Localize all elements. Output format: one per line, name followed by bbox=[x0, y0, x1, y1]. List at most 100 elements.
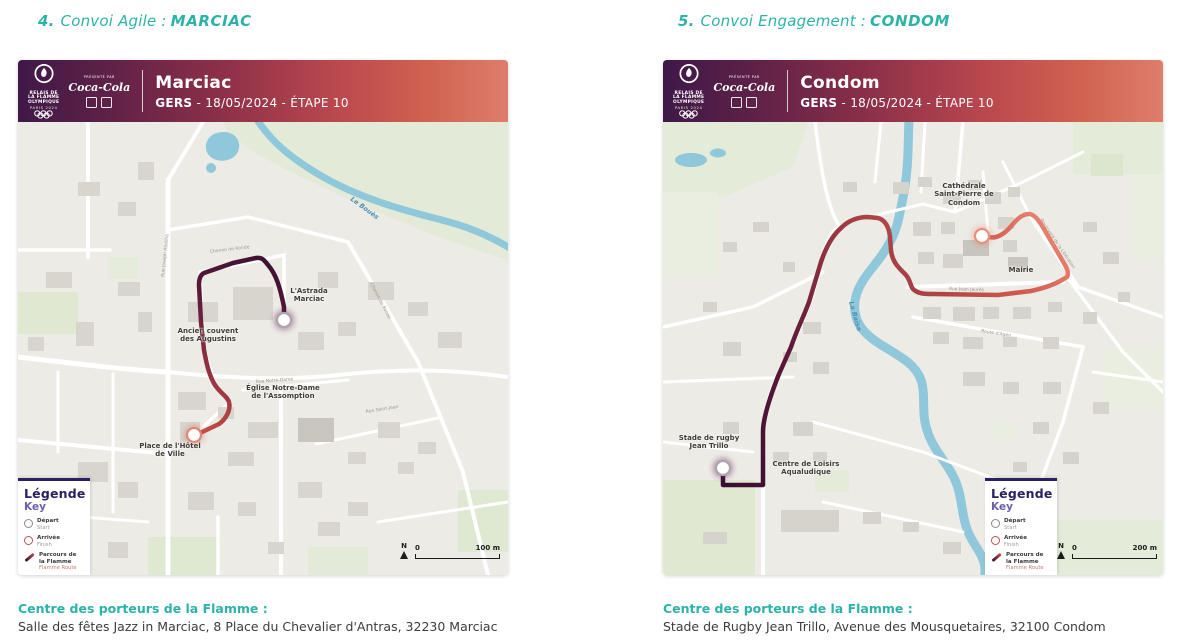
scale-line bbox=[415, 554, 500, 559]
banner-dept: GERS bbox=[155, 95, 193, 110]
legend-sublabel: Flamme Route bbox=[1006, 565, 1044, 572]
scale-bar: N 0 200 m bbox=[1057, 543, 1157, 559]
street-label: Rue Notre-Dame bbox=[256, 376, 294, 385]
north-label: N bbox=[401, 542, 407, 550]
section-city: MARCIAC bbox=[170, 12, 252, 30]
water-layer bbox=[205, 122, 508, 251]
buildings-layer bbox=[28, 162, 462, 566]
poi-label-eglise: Église Notre-Dame de l'Assomption bbox=[246, 384, 320, 401]
condom-map-svg: Rue Jean Jaurès Route d'Agen Boulevard d… bbox=[663, 122, 1163, 575]
relay-logo-block: RELAIS DE LA FLAMME OLYMPIQUE PARIS 2024… bbox=[18, 60, 138, 122]
finish-marker bbox=[185, 426, 203, 444]
legend-item-parcours: Parcours de la Flamme Flamme Route bbox=[24, 552, 84, 572]
north-label: N bbox=[1058, 542, 1064, 550]
presented-by-text: PRÉSENTÉ PAR bbox=[83, 74, 115, 79]
banner-city-title: Condom bbox=[800, 72, 880, 93]
legend-subtitle: Key bbox=[24, 501, 46, 513]
scale-zero: 0 bbox=[1072, 544, 1077, 552]
banner-city-title: Marciac bbox=[155, 72, 232, 93]
finish-marker bbox=[973, 227, 991, 245]
partner-logo-icon bbox=[86, 96, 98, 108]
section-prefix: Convoi Engagement : bbox=[700, 12, 866, 30]
cocacola-script-text: Coca-Cola bbox=[68, 80, 131, 94]
legend-sublabel: Finish bbox=[1004, 541, 1019, 548]
olympic-rings-icon bbox=[678, 110, 698, 120]
presented-by-text: PRÉSENTÉ PAR bbox=[728, 74, 760, 79]
section-city: CONDOM bbox=[870, 12, 951, 30]
partner-logo-icon bbox=[731, 96, 743, 108]
legend-label: Arrivée bbox=[1004, 534, 1027, 541]
scale-bar: N 0 100 m bbox=[400, 543, 500, 559]
torch-emblem-icon bbox=[679, 63, 699, 83]
banner-titles: Marciac GERS - 18/05/2024 - ÉTAPE 10 bbox=[155, 73, 349, 110]
banner-divider bbox=[142, 70, 144, 112]
legend-item-depart: Départ Start bbox=[24, 518, 84, 531]
banner-titles: Condom GERS - 18/05/2024 - ÉTAPE 10 bbox=[800, 73, 994, 110]
footer-title: Centre des porteurs de la Flamme : bbox=[18, 601, 268, 616]
street-label: Route d'Agen bbox=[981, 328, 1012, 339]
torch-emblem-icon bbox=[34, 63, 54, 83]
relais-text: RELAIS DE LA FLAMME OLYMPIQUE bbox=[673, 90, 705, 105]
arrivee-circle-icon bbox=[991, 535, 1000, 545]
flame-route bbox=[720, 211, 1071, 488]
cocacola-script-text: Coca-Cola bbox=[713, 80, 776, 94]
legend-item-parcours: Parcours de la Flamme Flamme Route bbox=[991, 552, 1051, 572]
scale-ruler: 0 200 m bbox=[1072, 545, 1157, 559]
relay-logo-block: RELAIS DE LA FLAMME OLYMPIQUE PARIS 2024… bbox=[663, 60, 783, 122]
water-layer bbox=[675, 122, 990, 575]
footer-condom: Centre des porteurs de la Flamme : Stade… bbox=[663, 600, 1183, 636]
legend-label: Arrivée bbox=[37, 534, 60, 541]
paris-2024-text: PARIS 2024 bbox=[29, 105, 58, 111]
partner-mini-logos bbox=[731, 96, 758, 108]
depart-circle-icon bbox=[24, 519, 33, 528]
start-marker bbox=[275, 311, 293, 329]
legend-label: Parcours de la Flamme bbox=[39, 551, 77, 565]
map-card-marciac: RELAIS DE LA FLAMME OLYMPIQUE PARIS 2024… bbox=[18, 60, 508, 575]
section-heading-marciac: 4. Convoi Agile : MARCIAC bbox=[38, 12, 252, 30]
north-arrow-icon: N bbox=[1057, 543, 1065, 559]
scale-line bbox=[1072, 554, 1157, 559]
condom-map: Rue Jean Jaurès Route d'Agen Boulevard d… bbox=[663, 122, 1163, 575]
section-number: 5. bbox=[678, 12, 695, 30]
section-heading-condom: 5. Convoi Engagement : CONDOM bbox=[678, 12, 950, 30]
relais-text: RELAIS DE LA FLAMME OLYMPIQUE bbox=[28, 90, 60, 105]
banner-dept: GERS bbox=[800, 95, 838, 110]
legend-subtitle: Key bbox=[991, 501, 1013, 513]
legend-item-depart: Départ Start bbox=[991, 518, 1051, 531]
scale-zero: 0 bbox=[415, 544, 420, 552]
partner-logo-icon bbox=[101, 96, 113, 108]
depart-circle-icon bbox=[991, 519, 1000, 528]
street-label: Rue Joseph Abeilhé bbox=[159, 233, 170, 277]
flame-relay-logo: RELAIS DE LA FLAMME OLYMPIQUE PARIS 2024 bbox=[673, 63, 704, 120]
banner-subtitle: GERS - 18/05/2024 - ÉTAPE 10 bbox=[800, 96, 994, 110]
legend-sublabel: Flamme Route bbox=[39, 565, 77, 572]
scale-ruler: 0 100 m bbox=[415, 545, 500, 559]
partner-mini-logos bbox=[86, 96, 113, 108]
route-line-icon bbox=[991, 552, 1002, 562]
footer-address: Salle des fêtes Jazz in Marciac, 8 Place… bbox=[18, 619, 498, 635]
legend-item-arrivee: Arrivée Finish bbox=[991, 535, 1051, 548]
legend-box: Légende Key Départ Start Arrivée Finish Pa… bbox=[18, 478, 90, 575]
footer-address: Stade de Rugby Jean Trillo, Avenue des M… bbox=[663, 619, 1106, 635]
banner-subtitle: GERS - 18/05/2024 - ÉTAPE 10 bbox=[155, 96, 349, 110]
legend-title: Légende bbox=[991, 486, 1053, 501]
poi-label-astrada: L'Astrada Marciac bbox=[290, 287, 328, 304]
map-card-condom: RELAIS DE LA FLAMME OLYMPIQUE PARIS 2024… bbox=[663, 60, 1163, 575]
cocacola-logo: PRÉSENTÉ PAR Coca-Cola bbox=[68, 75, 130, 108]
poi-label-cathedrale: Cathédrale Saint-Pierre de Condom bbox=[934, 182, 994, 207]
north-arrow-icon: N bbox=[400, 543, 408, 559]
map-banner: RELAIS DE LA FLAMME OLYMPIQUE PARIS 2024… bbox=[663, 60, 1163, 122]
section-prefix: Convoi Agile : bbox=[60, 12, 167, 30]
map-banner: RELAIS DE LA FLAMME OLYMPIQUE PARIS 2024… bbox=[18, 60, 508, 122]
legend-title: Légende bbox=[24, 486, 86, 501]
legend-sublabel: Start bbox=[37, 524, 50, 531]
legend-box: Légende Key Départ Start Arrivée Finish Pa… bbox=[985, 478, 1057, 575]
scale-distance: 200 m bbox=[1132, 544, 1157, 552]
street-label: Rue Jean Jaurès bbox=[949, 285, 985, 293]
poi-label-hotel-de-ville: Place de l'Hôtel de Ville bbox=[139, 442, 201, 459]
poi-label-mairie: Mairie bbox=[1008, 266, 1034, 274]
route-line-icon bbox=[24, 552, 35, 562]
start-marker bbox=[714, 459, 732, 477]
street-label: Rue Saint-Jean bbox=[365, 404, 399, 415]
